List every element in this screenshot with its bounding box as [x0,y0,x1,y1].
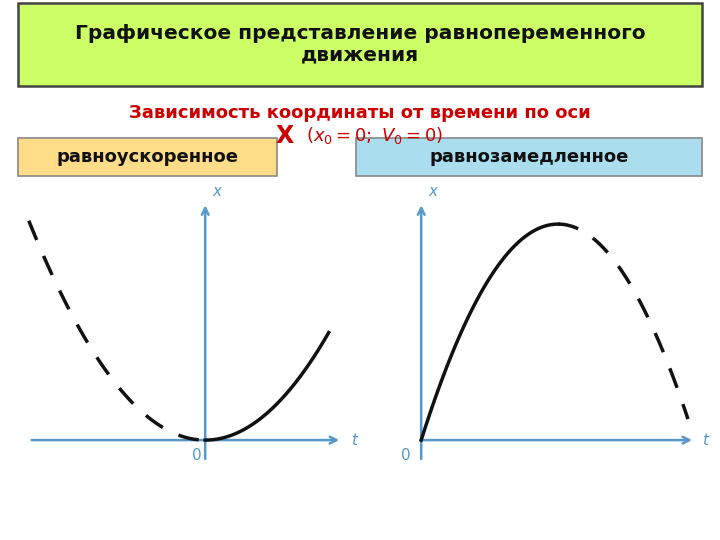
Text: Зависимость координаты от времени по оси: Зависимость координаты от времени по оси [129,104,591,123]
Text: равнозамедленное: равнозамедленное [430,147,629,166]
Text: $(x_0 = 0;\ V_0 = 0)$: $(x_0 = 0;\ V_0 = 0)$ [306,125,443,145]
FancyBboxPatch shape [18,138,277,176]
Text: $\mathbf{X}$: $\mathbf{X}$ [274,124,294,148]
Text: Графическое представление равнопеременного
движения: Графическое представление равнопеременно… [75,24,645,65]
Text: $0$: $0$ [192,447,202,463]
Text: равноускоренное: равноускоренное [57,147,238,166]
FancyBboxPatch shape [18,3,702,86]
FancyBboxPatch shape [356,138,702,176]
Text: $t$: $t$ [351,432,359,448]
Text: $0$: $0$ [400,447,410,463]
Text: $x$: $x$ [212,184,224,199]
Text: $x$: $x$ [428,184,440,199]
Text: $t$: $t$ [702,432,711,448]
